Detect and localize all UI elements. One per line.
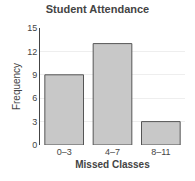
svg-text:4–7: 4–7 (105, 147, 120, 157)
svg-text:Student Attendance: Student Attendance (46, 3, 150, 15)
svg-text:Missed Classes: Missed Classes (75, 159, 150, 170)
svg-text:0–3: 0–3 (57, 147, 72, 157)
svg-text:Frequency: Frequency (11, 63, 22, 110)
svg-text:6: 6 (32, 93, 37, 103)
svg-text:9: 9 (32, 70, 37, 80)
svg-text:0: 0 (32, 140, 37, 150)
svg-text:8–11: 8–11 (151, 147, 170, 157)
svg-text:12: 12 (27, 47, 37, 57)
svg-text:15: 15 (27, 23, 37, 33)
svg-text:3: 3 (32, 117, 37, 127)
